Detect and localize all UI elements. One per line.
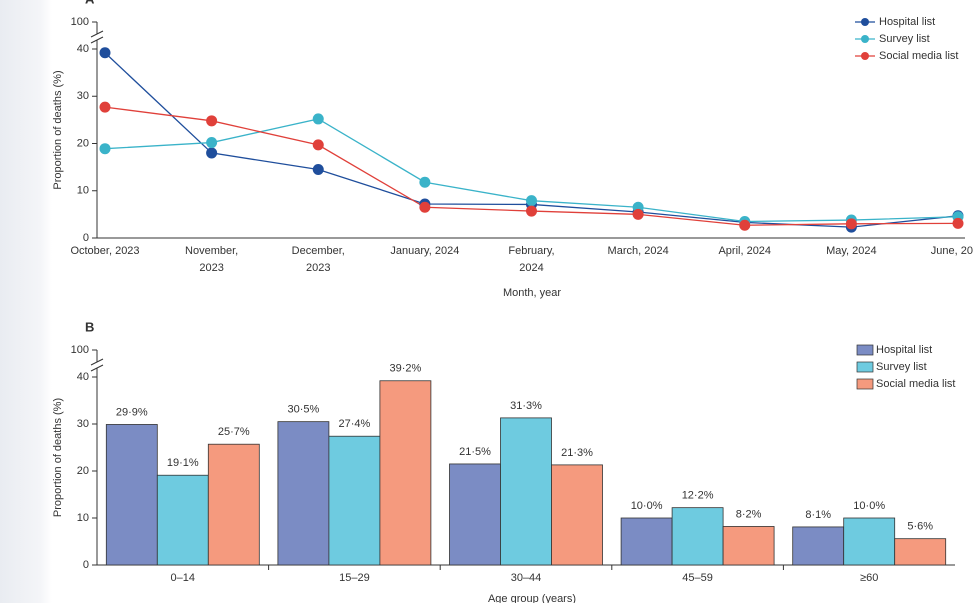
legend-label: Social media list: [876, 378, 955, 390]
x-tick-label: June, 2024: [930, 245, 973, 257]
point: [312, 139, 324, 151]
bar: [792, 526, 845, 566]
x-tick-label: March, 2024: [607, 245, 669, 257]
x-tick-label: December, 2023: [291, 245, 345, 274]
legend-label: Survey list: [876, 361, 927, 373]
bar: [722, 526, 775, 566]
legend-swatch: [856, 378, 874, 390]
x-tick-label: November, 2023: [185, 245, 239, 274]
point: [526, 205, 537, 217]
x-tick-label: February, 2024: [508, 245, 555, 274]
legend-marker: [861, 35, 869, 43]
legend-label: Hospital list: [876, 344, 932, 356]
y-tick-label: 20: [77, 465, 89, 477]
y-tick-label: 0: [83, 232, 89, 244]
bar: [207, 443, 260, 566]
bar: [843, 517, 896, 566]
x-tick-label: 0–14: [171, 572, 195, 584]
value-label: 39·2%: [390, 363, 422, 375]
axis-break: [90, 36, 104, 44]
value-label: 21·3%: [561, 447, 593, 459]
x-tick-label: 30–44: [511, 572, 542, 584]
legend-label: Social media list: [879, 50, 958, 62]
legend-marker: [861, 52, 869, 60]
point: [99, 143, 111, 155]
legend-swatch: [856, 361, 874, 373]
legend-swatch: [856, 344, 874, 356]
point: [739, 219, 751, 231]
value-label: 31·3%: [510, 400, 542, 412]
y-axis-title: Proportion of deaths (%): [52, 70, 64, 189]
bar: [500, 417, 552, 566]
point: [952, 217, 964, 229]
point: [419, 176, 431, 188]
bar: [277, 421, 330, 566]
point: [99, 47, 111, 59]
x-axis-title: Month, year: [503, 287, 561, 299]
value-label: 10·0%: [631, 500, 663, 512]
x-tick-label: January, 2024: [390, 245, 460, 257]
value-label: 10·0%: [853, 500, 885, 512]
point: [845, 218, 857, 230]
legend-label: Survey list: [879, 33, 930, 45]
point: [312, 163, 324, 175]
bar: [105, 424, 158, 566]
y-axis-title: Proportion of deaths (%): [52, 398, 64, 517]
bar: [894, 538, 947, 566]
point: [419, 201, 431, 213]
value-label: 25·7%: [218, 426, 250, 438]
point: [206, 147, 218, 159]
point: [99, 101, 111, 113]
bar: [620, 517, 673, 566]
point: [206, 115, 218, 127]
axis-break: [90, 364, 104, 372]
bar: [449, 463, 501, 566]
bar: [379, 380, 432, 566]
x-tick-label: April, 2024: [718, 245, 772, 257]
bar: [551, 464, 603, 566]
y-tick-label: 10: [77, 512, 89, 524]
value-label: 30·5%: [288, 404, 320, 416]
axis-break: [90, 358, 104, 366]
point: [526, 195, 537, 207]
point: [312, 113, 324, 125]
x-tick-label: October, 2023: [70, 245, 140, 257]
point: [206, 137, 218, 149]
y-tick-label: 30: [77, 90, 89, 102]
bar: [156, 474, 209, 566]
y-tick-label: 0: [83, 559, 89, 571]
legend-label: Hospital list: [879, 16, 935, 28]
x-tick-label: 45–59: [682, 572, 713, 584]
value-label: 21·5%: [459, 446, 491, 458]
value-label: 27·4%: [339, 418, 371, 430]
x-tick-label: ≥60: [860, 572, 878, 584]
y-tick-label: 10: [77, 185, 89, 197]
value-label: 8·1%: [805, 509, 831, 521]
bar: [671, 507, 724, 566]
value-label: 12·2%: [682, 490, 714, 502]
value-label: 19·1%: [167, 457, 199, 469]
point: [632, 208, 644, 220]
bar: [328, 435, 381, 566]
value-label: 29·9%: [116, 406, 148, 418]
panel-label: B: [85, 319, 94, 334]
x-tick-label: May, 2024: [826, 245, 877, 257]
value-label: 8·2%: [736, 508, 762, 520]
y-tick-label: 100: [71, 344, 89, 356]
axis-break: [90, 30, 104, 38]
x-tick-label: 15–29: [339, 572, 370, 584]
y-tick-label: 40: [77, 371, 89, 383]
y-tick-label: 20: [77, 137, 89, 149]
y-tick-label: 30: [77, 418, 89, 430]
value-label: 5·6%: [907, 521, 933, 533]
x-axis-title: Age group (years): [488, 593, 576, 603]
legend-marker: [861, 18, 869, 26]
y-tick-label: 100: [71, 16, 89, 28]
y-tick-label: 40: [77, 43, 89, 55]
panel-label: A: [85, 0, 95, 6]
